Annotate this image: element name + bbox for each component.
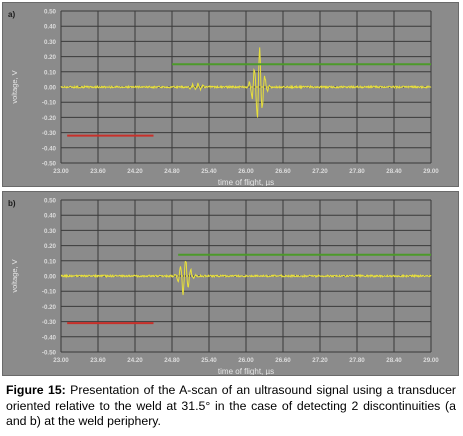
y-tick-label: -0.10 xyxy=(42,289,57,296)
x-tick-label: 24.20 xyxy=(127,168,143,175)
y-tick-label: 0.40 xyxy=(44,24,57,31)
y-tick-label: 0.20 xyxy=(44,54,57,61)
x-axis-label: time of flight, µs xyxy=(218,367,274,375)
y-tick-label: 0.00 xyxy=(44,85,57,92)
x-tick-label: 26.60 xyxy=(275,357,291,364)
x-tick-label: 26.00 xyxy=(238,357,254,364)
x-tick-label: 24.80 xyxy=(164,168,180,175)
x-tick-label: 23.00 xyxy=(53,168,69,175)
y-tick-label: 0.50 xyxy=(44,198,57,205)
x-tick-label: 27.80 xyxy=(349,357,365,364)
y-axis-label: voltage, V xyxy=(10,70,19,103)
y-axis-label: voltage, V xyxy=(10,259,19,292)
a-scan-chart-b: b) 0.50 0.40 0.30 0.20 0.10 0.00 -0.10 -0.20 -0.3… xyxy=(8,198,439,376)
x-tick-label: 27.20 xyxy=(312,357,328,364)
x-tick-label: 24.80 xyxy=(164,357,180,364)
x-tick-label: 23.60 xyxy=(90,168,106,175)
y-tick-label: 0.10 xyxy=(44,69,57,76)
y-tick-label: -0.50 xyxy=(42,350,57,357)
y-tick-label: -0.40 xyxy=(42,334,57,341)
x-tick-label: 29.00 xyxy=(423,168,439,175)
y-tick-label: 0.30 xyxy=(44,228,57,235)
y-tick-label: -0.20 xyxy=(42,304,57,311)
panel-label: a) xyxy=(8,10,15,19)
y-tick-label: -0.30 xyxy=(42,130,57,137)
a-scan-panel-a: a) 0.50 0.40 0.30 0.20 0.10 0.00 -0.10 -0.20 -0.3… xyxy=(2,2,459,187)
x-tick-label: 29.00 xyxy=(423,357,439,364)
y-tick-label: 0.40 xyxy=(44,213,57,220)
x-tick-label: 26.60 xyxy=(275,168,291,175)
x-axis-label: time of flight, µs xyxy=(218,178,274,186)
y-tick-label: -0.40 xyxy=(42,145,57,152)
y-tick-label: -0.50 xyxy=(42,161,57,168)
a-scan-panel-b: b) 0.50 0.40 0.30 0.20 0.10 0.00 -0.10 -0.20 -0.3… xyxy=(2,191,459,376)
x-tick-label: 28.40 xyxy=(386,168,402,175)
x-tick-label: 23.60 xyxy=(90,357,106,364)
caption-text: Presentation of the A-scan of an ultraso… xyxy=(6,383,457,428)
y-tick-label: -0.20 xyxy=(42,115,57,122)
y-tick-label: -0.10 xyxy=(42,100,57,107)
x-tick-label: 25.40 xyxy=(201,168,217,175)
y-tick-label: 0.20 xyxy=(44,243,57,250)
x-tick-label: 26.00 xyxy=(238,168,254,175)
x-tick-label: 25.40 xyxy=(201,357,217,364)
x-tick-label: 27.80 xyxy=(349,168,365,175)
x-tick-label: 28.40 xyxy=(386,357,402,364)
y-tick-label: 0.50 xyxy=(44,9,57,16)
a-scan-chart-a: a) 0.50 0.40 0.30 0.20 0.10 0.00 -0.10 -0.20 -0.3… xyxy=(8,9,439,187)
caption-prefix: Figure 15: xyxy=(6,383,66,397)
x-tick-label: 23.00 xyxy=(53,357,69,364)
x-tick-label: 24.20 xyxy=(127,357,143,364)
x-tick-label: 27.20 xyxy=(312,168,328,175)
y-tick-label: 0.30 xyxy=(44,39,57,46)
y-tick-label: 0.00 xyxy=(44,274,57,281)
y-tick-label: 0.10 xyxy=(44,258,57,265)
y-tick-label: -0.30 xyxy=(42,319,57,326)
panel-label: b) xyxy=(8,199,16,208)
figure-caption: Figure 15: Presentation of the A-scan of… xyxy=(6,383,456,430)
